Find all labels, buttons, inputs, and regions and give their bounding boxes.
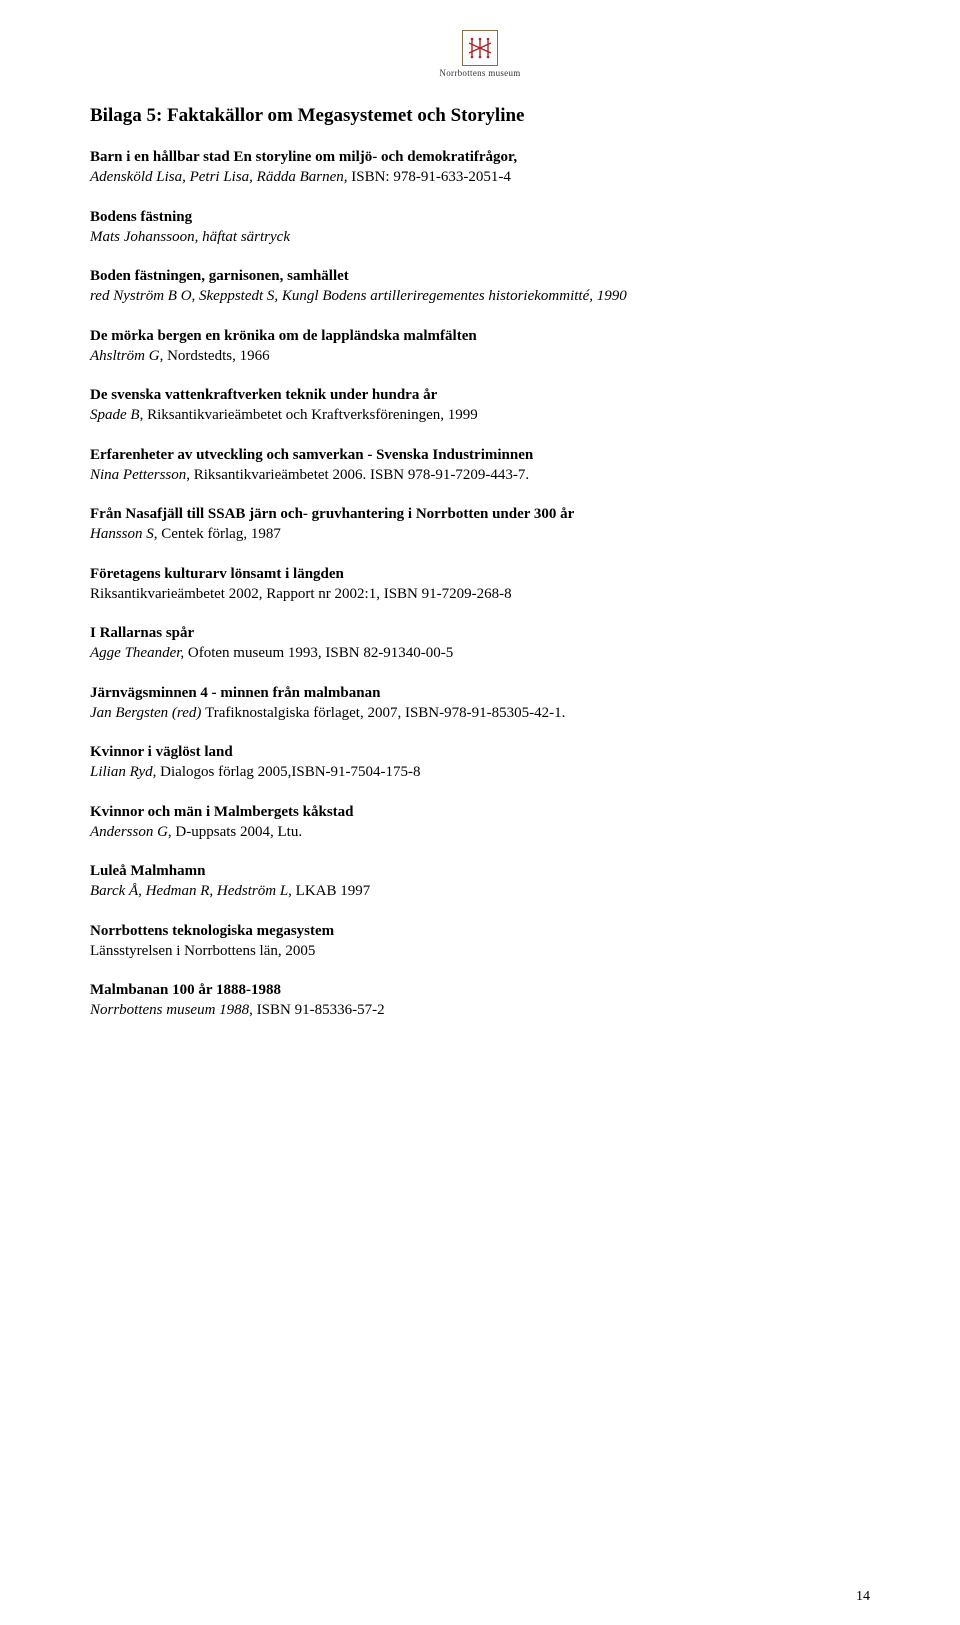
entry-detail: Riksantikvarieämbetet 2002, Rapport nr 2… (90, 584, 870, 604)
entry-detail: Hansson S, Centek förlag, 1987 (90, 524, 870, 544)
entry-detail: Mats Johanssoon, häftat särtryck (90, 227, 870, 247)
logo: Norrbottens museum (439, 30, 520, 78)
entry-title: Kvinnor i väglöst land (90, 742, 870, 762)
entry-title: Luleå Malmhamn (90, 861, 870, 881)
entry-author: Nina Pettersson (90, 467, 186, 483)
entry-meta: , Riksantikvarieämbetet 2006. ISBN 978-9… (186, 467, 529, 483)
entry-detail: Agge Theander, Ofoten museum 1993, ISBN … (90, 643, 870, 663)
entry-detail: Spade B, Riksantikvarieämbetet och Kraft… (90, 405, 870, 425)
logo-icon (462, 30, 498, 66)
bibliography-entry: I Rallarnas spårAgge Theander, Ofoten mu… (90, 623, 870, 664)
entry-author: red Nyström B O, Skeppstedt S, Kungl Bod… (90, 288, 627, 304)
entry-meta: Länsstyrelsen i Norrbottens län, 2005 (90, 943, 315, 959)
entry-detail: Länsstyrelsen i Norrbottens län, 2005 (90, 941, 870, 961)
entry-meta: Trafiknostalgiska förlaget, 2007, ISBN-9… (205, 705, 565, 721)
entry-author: Ahsltröm G (90, 348, 160, 364)
entry-author: Agge Theander, (90, 645, 188, 661)
bibliography-entry: Malmbanan 100 år 1888-1988Norrbottens mu… (90, 980, 870, 1021)
entry-title: I Rallarnas spår (90, 623, 870, 643)
bibliography-entry: Barn i en hållbar stad En storyline om m… (90, 147, 870, 188)
logo-container: Norrbottens museum (90, 30, 870, 81)
entry-meta: ISBN: 978-91-633-2051-4 (351, 169, 511, 185)
entry-title: Kvinnor och män i Malmbergets kåkstad (90, 802, 870, 822)
entry-author: Adensköld Lisa, Petri Lisa, Rädda Barnen… (90, 169, 351, 185)
entry-title: De mörka bergen en krönika om de lapplän… (90, 326, 870, 346)
entry-meta: , Riksantikvarieämbetet och Kraftverksfö… (140, 407, 478, 423)
entry-meta: , Centek förlag, 1987 (154, 526, 281, 542)
entry-author: Mats Johanssoon, häftat särtryck (90, 229, 290, 245)
entry-author: Hansson S (90, 526, 154, 542)
entry-detail: Ahsltröm G, Nordstedts, 1966 (90, 346, 870, 366)
entry-title: Från Nasafjäll till SSAB järn och- gruvh… (90, 504, 870, 524)
entry-meta: , Nordstedts, 1966 (160, 348, 270, 364)
bibliography-entry: Luleå MalmhamnBarck Å, Hedman R, Hedströ… (90, 861, 870, 902)
entry-author: Andersson G (90, 824, 168, 840)
entry-title: Boden fästningen, garnisonen, samhället (90, 266, 870, 286)
entry-title: Barn i en hållbar stad En storyline om m… (90, 147, 870, 167)
entry-detail: red Nyström B O, Skeppstedt S, Kungl Bod… (90, 286, 870, 306)
entry-author: Barck Å, Hedman R, Hedström L (90, 883, 288, 899)
bibliography-entry: De svenska vattenkraftverken teknik unde… (90, 385, 870, 426)
entry-meta: , D-uppsats 2004, Ltu. (168, 824, 302, 840)
bibliography-entry: Norrbottens teknologiska megasystem Länss… (90, 921, 870, 962)
page-number: 14 (856, 1589, 870, 1605)
entry-title: Norrbottens teknologiska megasystem (90, 921, 870, 941)
entries-list: Barn i en hållbar stad En storyline om m… (90, 147, 870, 1021)
page-title: Bilaga 5: Faktakällor om Megasystemet oc… (90, 105, 870, 127)
entry-detail: Adensköld Lisa, Petri Lisa, Rädda Barnen… (90, 167, 870, 187)
entry-title: Erfarenheter av utveckling och samverkan… (90, 445, 870, 465)
entry-author: Norrbottens museum 1988 (90, 1002, 249, 1018)
entry-title: Bodens fästning (90, 207, 870, 227)
bibliography-entry: Kvinnor i väglöst landLilian Ryd, Dialog… (90, 742, 870, 783)
entry-meta: Riksantikvarieämbetet 2002, Rapport nr 2… (90, 586, 512, 602)
entry-title: De svenska vattenkraftverken teknik unde… (90, 385, 870, 405)
entry-detail: Andersson G, D-uppsats 2004, Ltu. (90, 822, 870, 842)
entry-detail: Lilian Ryd, Dialogos förlag 2005,ISBN-91… (90, 762, 870, 782)
entry-meta: Ofoten museum 1993, ISBN 82-91340-00-5 (188, 645, 453, 661)
entry-detail: Nina Pettersson, Riksantikvarieämbetet 2… (90, 465, 870, 485)
bibliography-entry: Boden fästningen, garnisonen, samhället r… (90, 266, 870, 307)
entry-detail: Jan Bergsten (red) Trafiknostalgiska för… (90, 703, 870, 723)
bibliography-entry: Från Nasafjäll till SSAB järn och- gruvh… (90, 504, 870, 545)
entry-title: Malmbanan 100 år 1888-1988 (90, 980, 870, 1000)
entry-meta: , ISBN 91-85336-57-2 (249, 1002, 384, 1018)
bibliography-entry: Kvinnor och män i Malmbergets kåkstadAnd… (90, 802, 870, 843)
document-page: Norrbottens museum Bilaga 5: Faktakällor… (0, 0, 960, 1625)
entry-detail: Barck Å, Hedman R, Hedström L, LKAB 1997 (90, 881, 870, 901)
entry-title: Järnvägsminnen 4 - minnen från malmbanan (90, 683, 870, 703)
entry-author: Spade B (90, 407, 140, 423)
entry-author: Jan Bergsten (red) (90, 705, 205, 721)
entry-detail: Norrbottens museum 1988, ISBN 91-85336-5… (90, 1000, 870, 1020)
bibliography-entry: Företagens kulturarv lönsamt i längden Ri… (90, 564, 870, 605)
bibliography-entry: Bodens fästning Mats Johanssoon, häftat s… (90, 207, 870, 248)
entry-author: Lilian Ryd (90, 764, 153, 780)
bibliography-entry: Erfarenheter av utveckling och samverkan… (90, 445, 870, 486)
bibliography-entry: De mörka bergen en krönika om de lapplän… (90, 326, 870, 367)
bibliography-entry: Järnvägsminnen 4 - minnen från malmbanan… (90, 683, 870, 724)
entry-meta: , LKAB 1997 (288, 883, 370, 899)
logo-text: Norrbottens museum (439, 68, 520, 78)
entry-meta: , Dialogos förlag 2005,ISBN-91-7504-175-… (153, 764, 421, 780)
entry-title: Företagens kulturarv lönsamt i längden (90, 564, 870, 584)
